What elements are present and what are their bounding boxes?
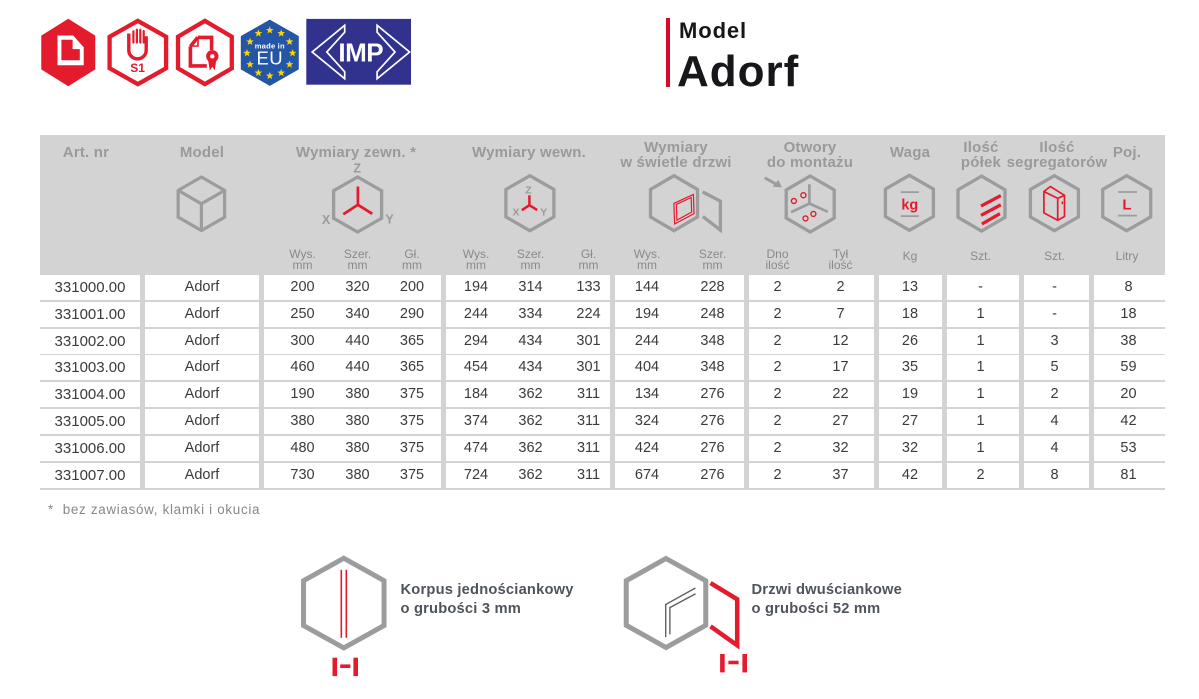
svg-text:EU: EU [256, 48, 283, 69]
svg-text:S1: S1 [130, 61, 145, 75]
svg-text:made in: made in [255, 42, 285, 51]
svg-text:IMP: IMP [338, 37, 383, 67]
